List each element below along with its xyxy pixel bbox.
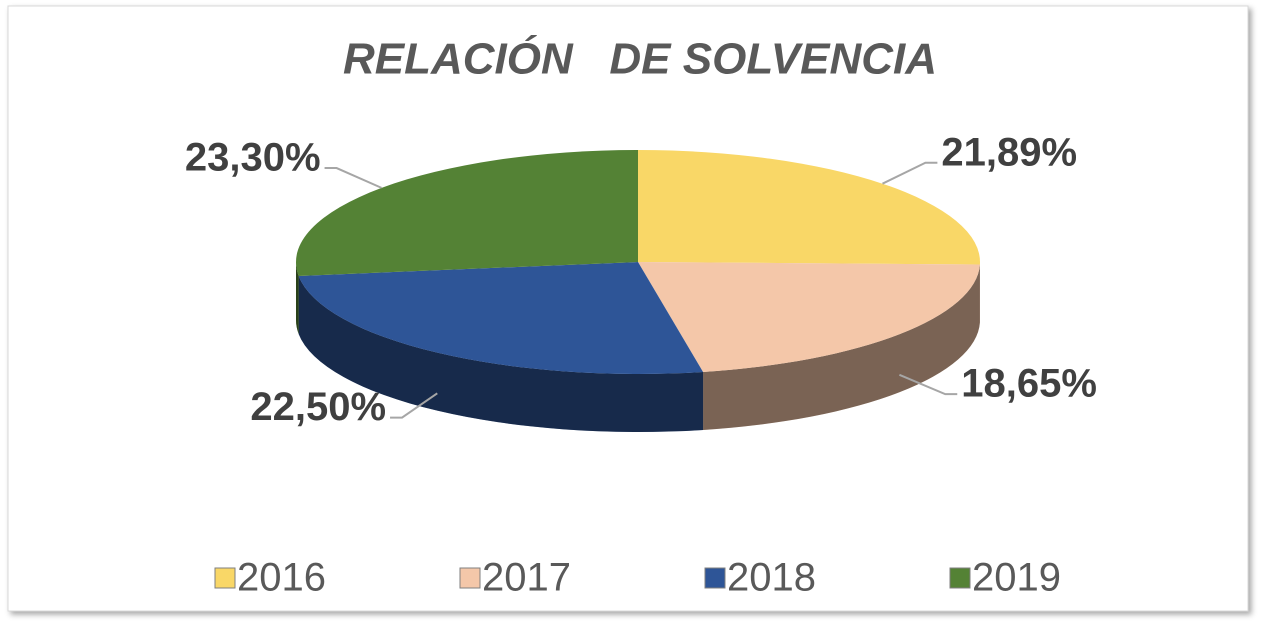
slice-side-shade <box>298 275 704 432</box>
legend-label: 2017 <box>482 556 571 600</box>
slice <box>298 262 704 374</box>
slice-side-shade <box>703 264 980 430</box>
legend-label: 2019 <box>972 556 1061 600</box>
slice <box>638 150 980 265</box>
leader-line <box>899 373 958 396</box>
slice <box>638 262 980 372</box>
legend-swatch <box>459 567 481 589</box>
legend-swatch <box>214 567 236 589</box>
data-label: 23,30% <box>185 136 321 180</box>
leader-line <box>324 167 382 189</box>
chart-title: RELACIÓN DE SOLVENCIA <box>343 34 937 84</box>
data-label: 18,65% <box>961 362 1097 406</box>
legend-swatch <box>704 567 726 589</box>
slice <box>296 150 638 276</box>
legend-label: 2016 <box>237 556 326 600</box>
leader-line <box>882 161 938 185</box>
leader-line <box>390 392 438 419</box>
data-label: 22,50% <box>250 385 386 429</box>
legend-label: 2018 <box>727 556 816 600</box>
data-label: 21,89% <box>941 130 1077 174</box>
legend-swatch <box>949 567 971 589</box>
slice-side-shade <box>296 262 299 334</box>
